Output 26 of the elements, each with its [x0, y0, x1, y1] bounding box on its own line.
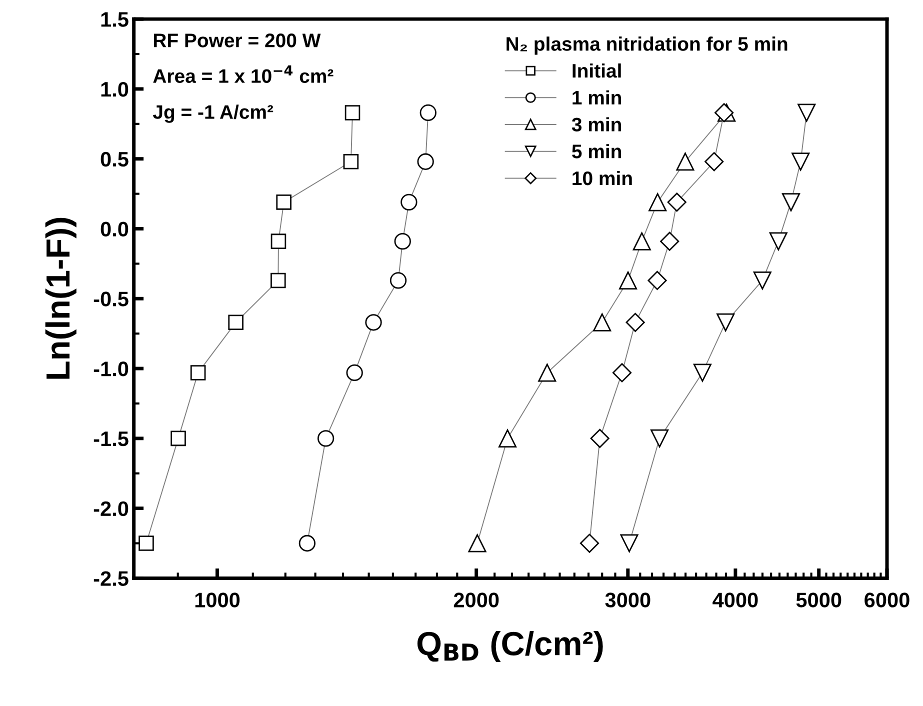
y-tick-label: 0.0 [100, 222, 128, 236]
x-tick-label: 6000 [864, 592, 910, 608]
y-tick-label: -1.5 [94, 432, 128, 446]
x-tick-label: 4000 [712, 592, 758, 608]
x-tick-label: 5000 [796, 592, 842, 608]
legend-label: Initial [572, 63, 621, 78]
annotation: Area = 1 x 10$^{−4}$ cm² [153, 65, 334, 83]
annotation: RF Power = 200 W [154, 34, 321, 48]
legend-label: 5 min [572, 144, 622, 158]
legend-title: N₂ plasma nitridation for 5 min [506, 36, 788, 55]
x-tick-label: 2000 [454, 592, 499, 608]
x-tick-label: 1000 [195, 592, 240, 608]
x-tick-label: 3000 [605, 592, 650, 608]
annotation: Jg = -1 A/cm² [152, 104, 274, 123]
y-tick-label: 0.5 [100, 152, 128, 167]
y-tick-label: -1.0 [94, 362, 128, 376]
y-tick-label: -0.5 [94, 292, 128, 306]
y-tick-label: -2.0 [94, 501, 128, 516]
legend-label: 10 min [572, 170, 632, 186]
y-axis-title: Ln(ln(1-F)) [45, 218, 76, 379]
y-tick-label: 1.0 [101, 82, 128, 97]
y-tick-label: 1.5 [101, 12, 128, 27]
y-tick-label: -2.5 [94, 571, 128, 586]
legend-label: 3 min [572, 117, 622, 132]
x-axis-title: Q$_{BD}$ (C/cm²) [417, 630, 603, 662]
legend-label: 1 min [572, 90, 622, 104]
